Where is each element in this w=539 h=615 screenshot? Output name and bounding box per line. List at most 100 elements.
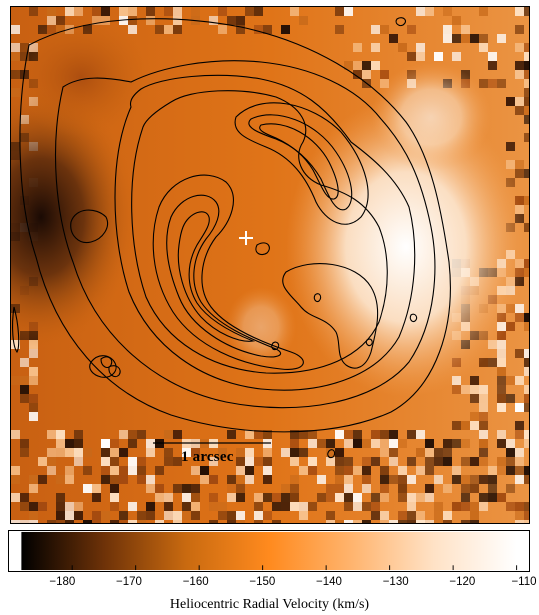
noise-pixel: [488, 493, 497, 502]
noise-pixel: [137, 430, 146, 439]
velocity-heatmap: [11, 7, 529, 523]
noise-pixel: [335, 457, 344, 466]
colorbar-tick-label: −180: [49, 576, 76, 588]
noise-pixel: [11, 430, 20, 439]
colorbar-ticks: [71, 565, 518, 571]
noise-pixel: [209, 475, 218, 484]
noise-pixel: [515, 61, 524, 70]
noise-pixel: [209, 520, 218, 523]
contour-13: [70, 209, 109, 244]
contour-outer: [19, 18, 451, 433]
noise-pixel: [461, 484, 470, 493]
noise-pixel: [137, 466, 146, 475]
noise-pixel: [119, 511, 128, 520]
noise-pixel: [119, 520, 128, 523]
noise-pixel: [263, 511, 272, 520]
noise-pixel: [524, 97, 529, 106]
noise-pixel: [164, 25, 173, 34]
noise-pixel: [209, 457, 218, 466]
noise-pixel: [362, 61, 371, 70]
contour-12: [282, 263, 379, 369]
noise-pixel: [380, 25, 389, 34]
noise-pixel: [299, 466, 308, 475]
contour-4: [131, 90, 388, 374]
noise-pixel: [299, 511, 308, 520]
noise-pixel: [488, 358, 497, 367]
contour-5: [234, 102, 369, 225]
noise-pixel: [263, 457, 272, 466]
noise-pixel: [479, 385, 488, 394]
light-patch-north: [371, 62, 491, 172]
noise-pixel: [389, 457, 398, 466]
noise-pixel: [524, 322, 529, 331]
noise-pixel: [524, 520, 529, 523]
noise-pixel: [74, 448, 83, 457]
noise-pixel: [74, 511, 83, 520]
noise-pixel: [434, 457, 443, 466]
noise-pixel: [254, 457, 263, 466]
noise-pixel: [407, 430, 416, 439]
noise-pixel: [11, 376, 20, 385]
dark-patch-northeast: [11, 17, 151, 137]
noise-pixel: [146, 7, 155, 16]
noise-pixel: [407, 25, 416, 34]
noise-pixel: [227, 475, 236, 484]
noise-pixel: [344, 430, 353, 439]
velocity-map-panel: [10, 6, 530, 524]
noise-pixel: [506, 97, 515, 106]
noise-pixel: [506, 439, 515, 448]
noise-pixel: [29, 7, 38, 16]
noise-pixel: [218, 511, 227, 520]
noise-pixel: [497, 79, 506, 88]
noise-pixel: [290, 475, 299, 484]
noise-pixel: [308, 466, 317, 475]
noise-pixel: [515, 376, 524, 385]
noise-pixel: [416, 520, 425, 523]
noise-pixel: [398, 511, 407, 520]
noise-pixel: [515, 430, 524, 439]
noise-pixel: [515, 448, 524, 457]
noise-pixel: [11, 475, 20, 484]
noise-pixel: [470, 511, 479, 520]
noise-pixel: [425, 7, 434, 16]
noise-pixel: [137, 520, 146, 523]
noise-pixel: [101, 439, 110, 448]
noise-pixel: [281, 493, 290, 502]
noise-pixel: [164, 430, 173, 439]
noise-pixel: [11, 25, 20, 34]
noise-pixel: [497, 376, 506, 385]
noise-pixel: [506, 484, 515, 493]
noise-pixel: [299, 502, 308, 511]
noise-pixel: [182, 511, 191, 520]
noise-pixel: [209, 502, 218, 511]
colorbar-tick-label: −150: [249, 576, 276, 588]
contour-3: [114, 74, 416, 391]
noise-pixel: [380, 484, 389, 493]
noise-pixel: [425, 493, 434, 502]
noise-pixel: [371, 430, 380, 439]
noise-pixel: [497, 385, 506, 394]
noise-pixel: [101, 466, 110, 475]
noise-pixel: [290, 7, 299, 16]
noise-pixel: [515, 421, 524, 430]
contour-7: [259, 123, 339, 200]
noise-pixel: [380, 520, 389, 523]
noise-pixel: [497, 493, 506, 502]
noise-pixel: [29, 349, 38, 358]
colorbar-tick-label: −170: [116, 576, 142, 588]
noise-pixel: [11, 520, 20, 523]
noise-pixel: [74, 430, 83, 439]
noise-pixel: [101, 16, 110, 25]
noise-pixel: [479, 448, 488, 457]
noise-pixel: [317, 493, 326, 502]
noise-pixel: [65, 475, 74, 484]
contour-19: [271, 341, 280, 351]
noise-pixel: [65, 448, 74, 457]
noise-pixel: [164, 511, 173, 520]
noise-pixel: [227, 520, 236, 523]
noise-pixel: [452, 466, 461, 475]
noise-pixel: [146, 475, 155, 484]
noise-pixel: [443, 457, 452, 466]
noise-pixel: [335, 493, 344, 502]
